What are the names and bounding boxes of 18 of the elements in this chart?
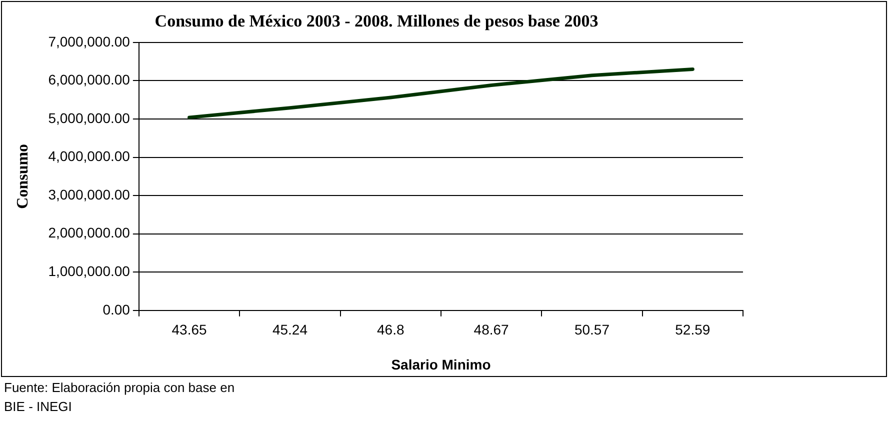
- x-tick-label: 52.59: [675, 322, 710, 338]
- y-tick-label: 1,000,000.00: [48, 262, 130, 279]
- x-axis-title: Salario Minimo: [391, 356, 491, 372]
- y-tick-label: 3,000,000.00: [48, 186, 130, 202]
- y-tick-label: 4,000,000.00: [48, 148, 130, 164]
- y-tick-label: 2,000,000.00: [48, 224, 130, 241]
- y-tick-label: 7,000,000.00: [48, 33, 130, 50]
- y-tick-label: 6,000,000.00: [48, 72, 130, 88]
- x-tick-label: 45.24: [272, 322, 308, 338]
- x-tick-label: 43.65: [172, 322, 208, 338]
- x-tick-label: 46.8: [377, 322, 404, 338]
- x-tick-label: 50.57: [574, 322, 610, 338]
- x-tick-label: 48.67: [474, 322, 510, 338]
- y-tick-label: 0.00: [102, 301, 130, 318]
- source-note: Fuente: Elaboración propia con base en BIE - INEGI: [4, 379, 236, 416]
- y-axis-title: Consumo: [14, 144, 32, 209]
- chart-title: Consumo de México 2003 - 2008. Millones de pesos base 2003: [154, 12, 598, 31]
- y-tick-label: 5,000,000.00: [48, 110, 130, 126]
